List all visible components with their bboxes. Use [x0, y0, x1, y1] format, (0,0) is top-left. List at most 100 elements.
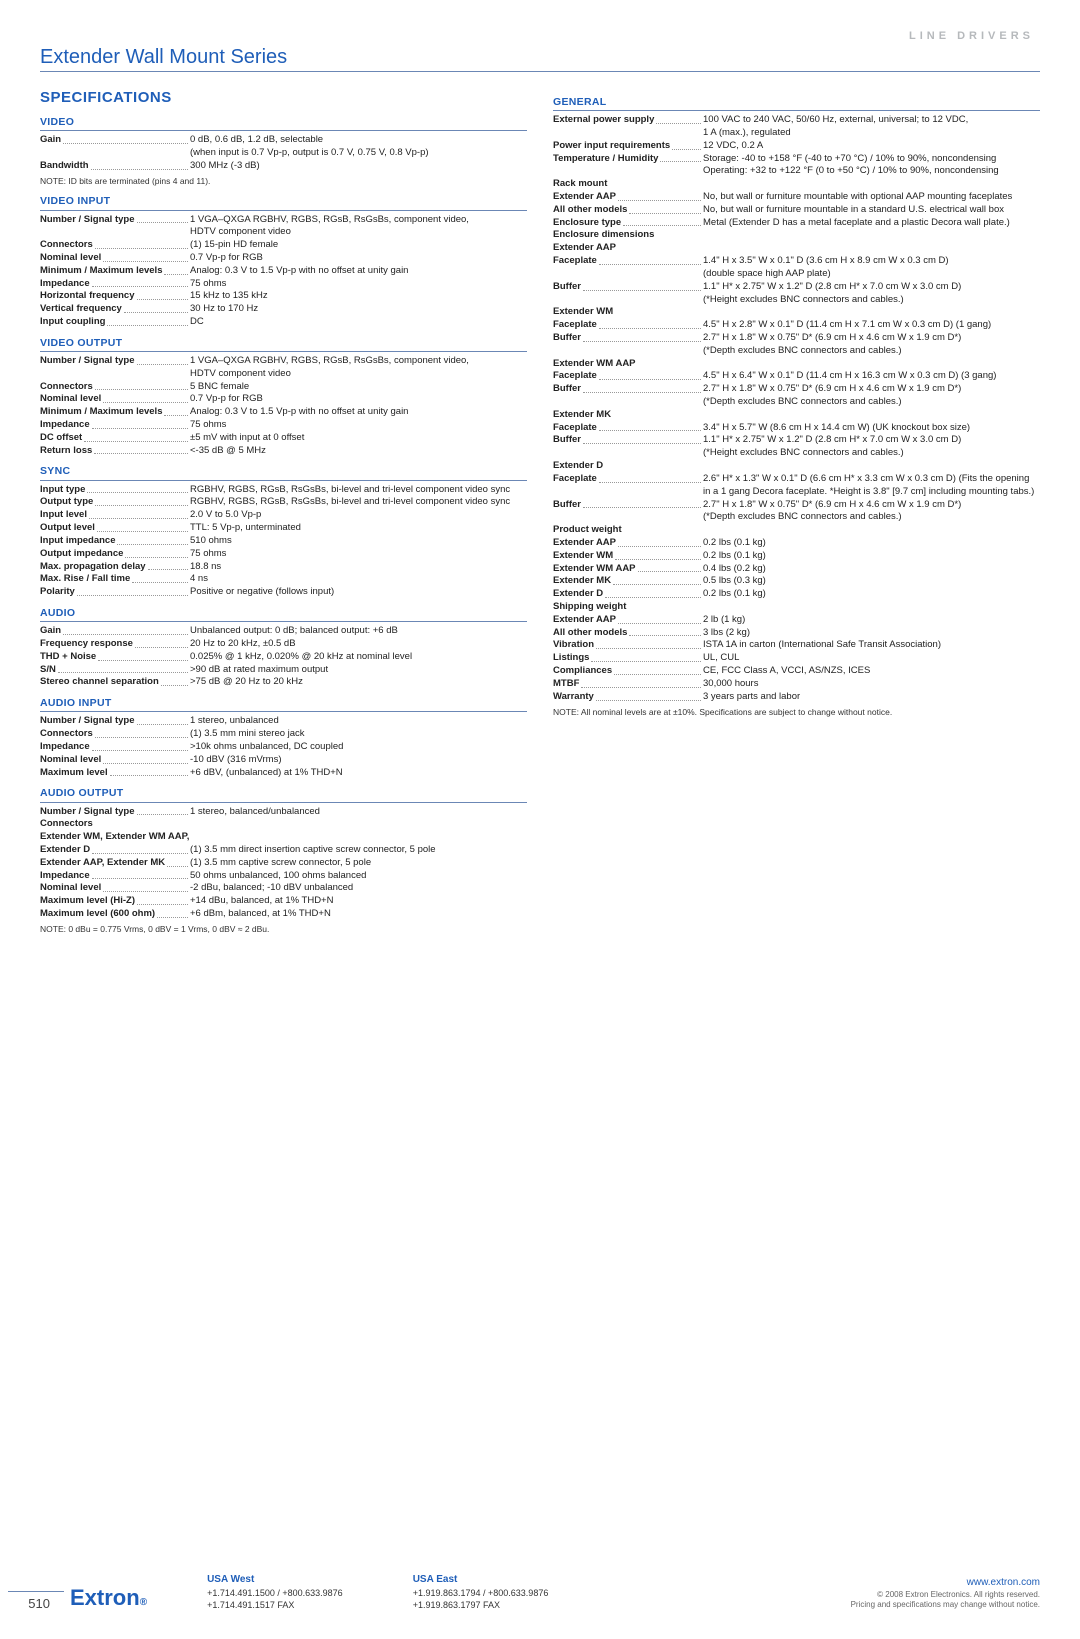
spec-value: 1.1" H* x 2.75" W x 1.2" D (2.8 cm H* x …: [703, 281, 1040, 294]
spec-row: Number / Signal type1 stereo, unbalanced: [40, 715, 527, 728]
spec-value: -10 dBV (316 mVrms): [190, 754, 527, 767]
spec-label-text: THD + Noise: [40, 651, 96, 664]
spec-label: Extender MK: [553, 575, 703, 588]
dot-leader: [599, 422, 701, 432]
spec-label-text: Bandwidth: [40, 160, 89, 173]
spec-label: Number / Signal type: [40, 806, 190, 819]
spec-label-text: Extender AAP, Extender MK: [40, 857, 165, 870]
spec-value: 0.7 Vp-p for RGB: [190, 252, 527, 265]
spec-label: Frequency response: [40, 638, 190, 651]
spec-label-text: Extender MK: [553, 409, 611, 422]
spec-label-text: Output impedance: [40, 548, 123, 561]
dot-leader: [614, 665, 701, 675]
spec-label: Buffer: [553, 383, 703, 396]
spec-value: Positive or negative (follows input): [190, 586, 527, 599]
spec-row: (when input is 0.7 Vp-p, output is 0.7 V…: [40, 147, 527, 160]
spec-label-text: All other models: [553, 627, 627, 640]
spec-row: Max. Rise / Fall time4 ns: [40, 573, 527, 586]
spec-row: Output typeRGBHV, RGBS, RGsB, RsGsBs, bi…: [40, 496, 527, 509]
spec-value: 20 Hz to 20 kHz, ±0.5 dB: [190, 638, 527, 651]
spec-value: [190, 831, 527, 844]
spec-label: Faceplate: [553, 255, 703, 268]
spec-label-text: Faceplate: [553, 319, 597, 332]
spec-label-text: Nominal level: [40, 754, 101, 767]
spec-label-text: Faceplate: [553, 473, 597, 486]
spec-label: Connectors: [40, 728, 190, 741]
dot-leader: [583, 434, 701, 444]
dot-leader: [599, 319, 701, 329]
footer-east-l1: +1.919.863.1794 / +800.633.9876: [413, 1587, 549, 1599]
spec-row: Extender WM0.2 lbs (0.1 kg): [553, 550, 1040, 563]
dot-leader: [98, 651, 188, 661]
spec-row: CompliancesCE, FCC Class A, VCCI, AS/NZS…: [553, 665, 1040, 678]
dot-leader: [92, 278, 188, 288]
spec-label: [553, 165, 703, 178]
spec-label: Extender D: [40, 844, 190, 857]
spec-value: (*Depth excludes BNC connectors and cabl…: [703, 396, 1040, 409]
spec-label: S/N: [40, 664, 190, 677]
spec-row: GainUnbalanced output: 0 dB; balanced ou…: [40, 625, 527, 638]
dot-leader: [92, 741, 188, 751]
dot-leader: [161, 676, 188, 686]
spec-value: [703, 358, 1040, 371]
spec-label: Extender WM AAP: [553, 358, 703, 371]
footer-url[interactable]: www.extron.com: [851, 1576, 1040, 1590]
spec-label-text: Input impedance: [40, 535, 115, 548]
spec-label: Extender D: [553, 588, 703, 601]
spec-label: [553, 396, 703, 409]
spec-row: Operating: +32 to +122 °F (0 to +50 °C) …: [553, 165, 1040, 178]
spec-value: 0.2 lbs (0.1 kg): [703, 537, 1040, 550]
spec-label-text: Output level: [40, 522, 95, 535]
spec-label: Extender AAP: [553, 537, 703, 550]
page-number-block: 510: [0, 1591, 64, 1611]
spec-label-text: Extender MK: [553, 575, 611, 588]
spec-row: Buffer2.7" H x 1.8" W x 0.75" D* (6.9 cm…: [553, 332, 1040, 345]
footer-copyright: © 2008 Extron Electronics. All rights re…: [851, 1590, 1040, 1601]
spec-value: [703, 601, 1040, 614]
spec-value: 12 VDC, 0.2 A: [703, 140, 1040, 153]
spec-row: Extender AAP0.2 lbs (0.1 kg): [553, 537, 1040, 550]
dot-leader: [618, 614, 701, 624]
spec-label: Buffer: [553, 499, 703, 512]
spec-label: Nominal level: [40, 754, 190, 767]
spec-row: MTBF30,000 hours: [553, 678, 1040, 691]
right-column: GENERALExternal power supply100 VAC to 2…: [553, 88, 1040, 935]
footer: 510 Extron® USA West +1.714.491.1500 / +…: [0, 1555, 1080, 1639]
spec-value: 2 lb (1 kg): [703, 614, 1040, 627]
spec-label: [553, 127, 703, 140]
spec-row: Extender AAP, Extender MK(1) 3.5 mm capt…: [40, 857, 527, 870]
spec-value: 18.8 ns: [190, 561, 527, 574]
spec-row: Maximum level+6 dBV, (unbalanced) at 1% …: [40, 767, 527, 780]
spec-row: Nominal level -10 dBV (316 mVrms): [40, 754, 527, 767]
spec-label: Extender AAP: [553, 614, 703, 627]
spec-value: DC: [190, 316, 527, 329]
spec-value: 2.7" H x 1.8" W x 0.75" D* (6.9 cm H x 4…: [703, 499, 1040, 512]
spec-row: Extender AAP2 lb (1 kg): [553, 614, 1040, 627]
dot-leader: [605, 588, 701, 598]
spec-row: Gain0 dB, 0.6 dB, 1.2 dB, selectable: [40, 134, 527, 147]
spec-label: Max. propagation delay: [40, 561, 190, 574]
spec-label: Extender AAP: [553, 242, 703, 255]
spec-value: [703, 524, 1040, 537]
spec-label-text: Extender D: [553, 460, 603, 473]
spec-label-text: MTBF: [553, 678, 579, 691]
dot-leader: [117, 535, 188, 545]
spec-label: Polarity: [40, 586, 190, 599]
spec-row: Extender WM, Extender WM AAP,: [40, 831, 527, 844]
spec-value: Analog: 0.3 V to 1.5 Vp-p with no offset…: [190, 265, 527, 278]
spec-row: 1 A (max.), regulated: [553, 127, 1040, 140]
dot-leader: [137, 806, 189, 816]
spec-label: Faceplate: [553, 370, 703, 383]
spec-value: 2.7" H x 1.8" W x 0.75" D* (6.9 cm H x 4…: [703, 332, 1040, 345]
spec-label-text: Impedance: [40, 870, 90, 883]
dot-leader: [583, 332, 701, 342]
spec-row: Return loss<-35 dB @ 5 MHz: [40, 445, 527, 458]
spec-value: 0.7 Vp-p for RGB: [190, 393, 527, 406]
spec-label-text: Connectors: [40, 239, 93, 252]
dot-leader: [97, 522, 188, 532]
spec-label: Extender WM, Extender WM AAP,: [40, 831, 190, 844]
dot-leader: [629, 204, 701, 214]
spec-row: Temperature / HumidityStorage: -40 to +1…: [553, 153, 1040, 166]
spec-value: (double space high AAP plate): [703, 268, 1040, 281]
spec-label-text: Maximum level: [40, 767, 108, 780]
